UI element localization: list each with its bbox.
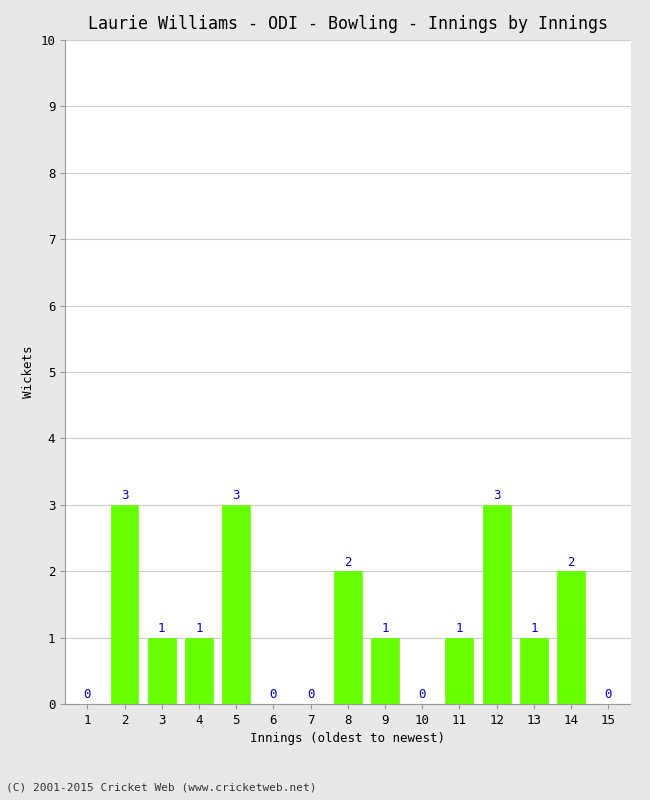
- Text: 1: 1: [456, 622, 463, 635]
- X-axis label: Innings (oldest to newest): Innings (oldest to newest): [250, 732, 445, 746]
- Text: 0: 0: [307, 688, 315, 702]
- Bar: [185, 638, 213, 704]
- Text: 3: 3: [233, 489, 240, 502]
- Title: Laurie Williams - ODI - Bowling - Innings by Innings: Laurie Williams - ODI - Bowling - Inning…: [88, 15, 608, 33]
- Bar: [222, 505, 250, 704]
- Bar: [334, 571, 361, 704]
- Text: 1: 1: [195, 622, 203, 635]
- Text: 2: 2: [567, 555, 575, 569]
- Bar: [371, 638, 399, 704]
- Bar: [482, 505, 510, 704]
- Text: 1: 1: [381, 622, 389, 635]
- Text: 3: 3: [493, 489, 500, 502]
- Bar: [557, 571, 585, 704]
- Text: 1: 1: [158, 622, 166, 635]
- Bar: [148, 638, 176, 704]
- Text: 0: 0: [270, 688, 277, 702]
- Text: (C) 2001-2015 Cricket Web (www.cricketweb.net): (C) 2001-2015 Cricket Web (www.cricketwe…: [6, 782, 317, 792]
- Text: 1: 1: [530, 622, 538, 635]
- Y-axis label: Wickets: Wickets: [21, 346, 34, 398]
- Text: 0: 0: [419, 688, 426, 702]
- Text: 0: 0: [84, 688, 91, 702]
- Text: 3: 3: [121, 489, 128, 502]
- Text: 2: 2: [344, 555, 352, 569]
- Bar: [445, 638, 473, 704]
- Text: 0: 0: [604, 688, 612, 702]
- Bar: [520, 638, 548, 704]
- Bar: [111, 505, 138, 704]
